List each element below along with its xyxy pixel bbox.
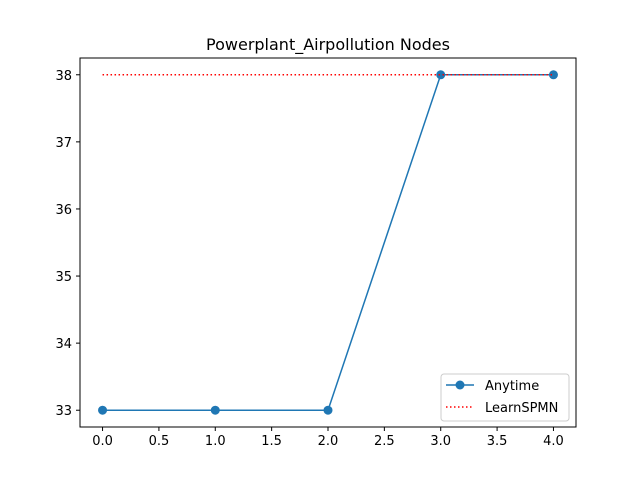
y-tick-label: 33 [55,404,72,419]
x-tick-label: 1.5 [261,434,282,449]
x-tick-label: 0.5 [149,434,170,449]
legend-anytime-label: Anytime [485,379,539,394]
legend-learnspmn-label: LearnSPMN [485,401,558,416]
y-tick-label: 37 [55,136,72,151]
x-tick-label: 2.0 [318,434,339,449]
y-tick-label: 35 [55,270,72,285]
y-tick-label: 36 [55,203,72,218]
x-tick-label: 0.0 [92,434,113,449]
y-tick-label: 34 [55,337,72,352]
x-tick-label: 2.5 [374,434,395,449]
plot-frame [79,57,577,428]
plot-area [98,70,558,415]
data-point-anytime [436,70,446,80]
data-point-anytime [98,405,108,415]
x-tick-label: 1.0 [205,434,226,449]
x-tick-label: 3.5 [487,434,508,449]
x-tick-label: 3.0 [430,434,451,449]
x-tick-label: 4.0 [543,434,564,449]
data-point-anytime [210,405,220,415]
legend-anytime-marker [455,380,465,390]
axis-ticks: 0.0 0.5 1.0 1.5 2.0 2.5 3.0 3.5 4.0 33 34 35 36 37 38 [55,69,563,449]
legend: Anytime LearnSPMN [440,373,570,422]
y-tick-label: 38 [55,69,72,84]
data-point-anytime [548,70,558,80]
chart-title: Powerplant_Airpollution Nodes [206,35,450,55]
data-point-anytime [323,405,333,415]
